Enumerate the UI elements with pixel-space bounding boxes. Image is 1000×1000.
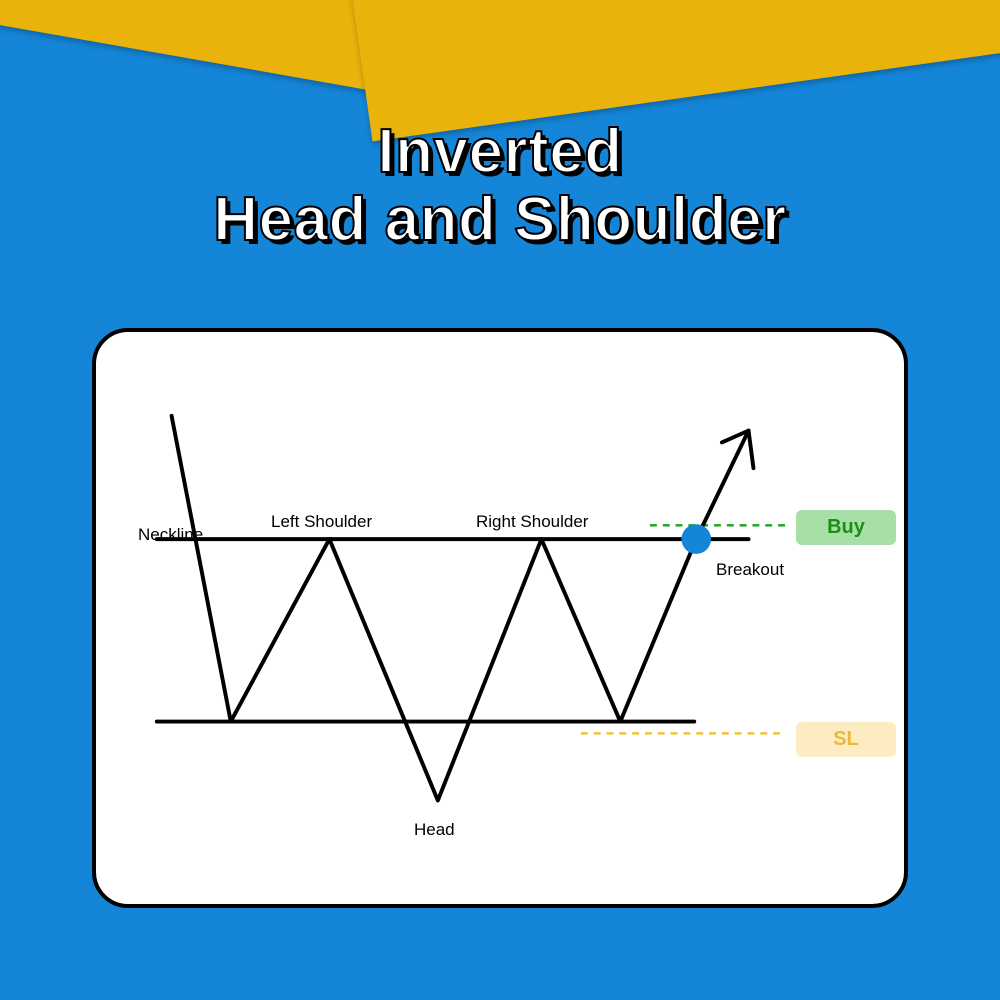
label-left-shoulder: Left Shoulder: [271, 512, 372, 532]
sl-pill: SL: [796, 722, 896, 757]
label-right-shoulder: Right Shoulder: [476, 512, 588, 532]
breakout-point: [681, 524, 711, 554]
buy-pill: Buy: [796, 510, 896, 545]
price-path: [172, 416, 749, 801]
arrow-head-right: [749, 431, 754, 468]
label-breakout: Breakout: [716, 560, 784, 580]
title-area: Inverted Head and Shoulder: [0, 118, 1000, 254]
label-head: Head: [414, 820, 455, 840]
title-line-2: Head and Shoulder: [0, 186, 1000, 254]
title-line-1: Inverted: [0, 118, 1000, 186]
label-neckline: Neckline: [138, 525, 203, 545]
chart-card: Neckline Left Shoulder Right Shoulder He…: [92, 328, 908, 908]
pattern-chart: [96, 332, 904, 904]
